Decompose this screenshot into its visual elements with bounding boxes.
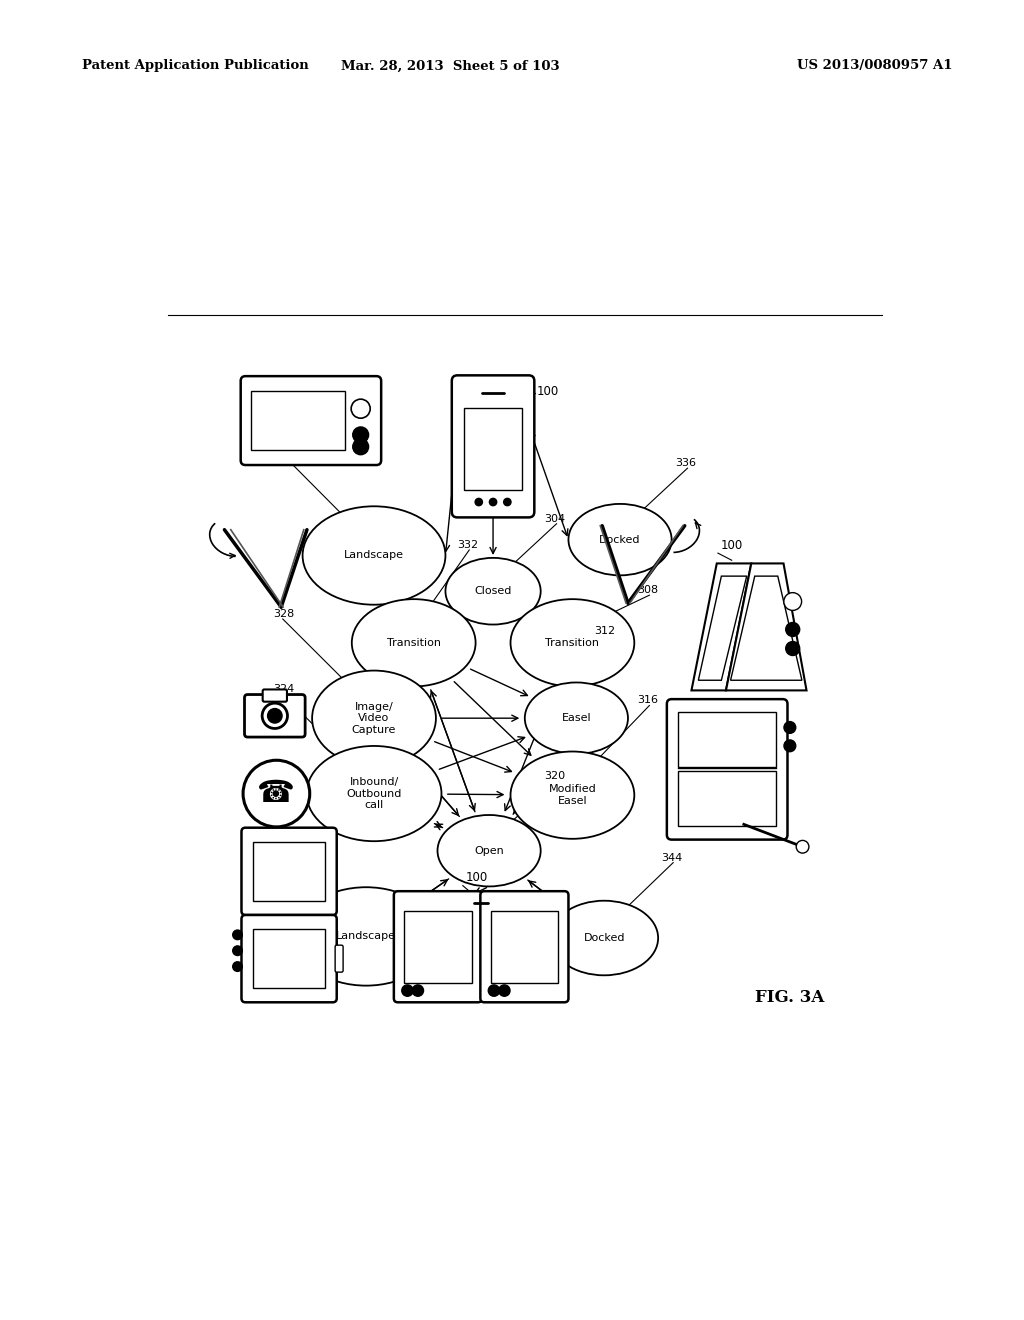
- Ellipse shape: [550, 900, 658, 975]
- Circle shape: [243, 760, 309, 826]
- Text: Transition: Transition: [546, 638, 599, 648]
- Ellipse shape: [306, 746, 441, 841]
- Text: 324: 324: [273, 684, 295, 694]
- Bar: [465, 408, 521, 490]
- Text: 312: 312: [594, 627, 615, 636]
- Circle shape: [785, 642, 800, 656]
- Ellipse shape: [524, 682, 628, 754]
- Bar: [490, 911, 558, 983]
- Polygon shape: [698, 576, 746, 680]
- Bar: [678, 711, 776, 767]
- Circle shape: [783, 593, 802, 610]
- Circle shape: [262, 704, 288, 729]
- Circle shape: [504, 499, 511, 506]
- FancyBboxPatch shape: [245, 694, 305, 737]
- Circle shape: [488, 985, 500, 997]
- Circle shape: [413, 985, 424, 997]
- Circle shape: [232, 946, 243, 956]
- Ellipse shape: [437, 814, 541, 887]
- Text: US 2013/0080957 A1: US 2013/0080957 A1: [797, 59, 952, 73]
- Circle shape: [232, 931, 243, 940]
- Text: Open: Open: [474, 846, 504, 855]
- Circle shape: [784, 722, 796, 734]
- Circle shape: [401, 985, 413, 997]
- Bar: [253, 929, 325, 987]
- Circle shape: [785, 623, 800, 636]
- Ellipse shape: [511, 599, 634, 686]
- Circle shape: [784, 741, 796, 751]
- Bar: [251, 391, 345, 450]
- FancyBboxPatch shape: [263, 689, 287, 702]
- Bar: [253, 842, 325, 900]
- FancyBboxPatch shape: [394, 891, 482, 1002]
- Circle shape: [489, 499, 497, 506]
- Text: Mar. 28, 2013  Sheet 5 of 103: Mar. 28, 2013 Sheet 5 of 103: [341, 59, 560, 73]
- Text: 320: 320: [545, 771, 566, 781]
- Text: Docked: Docked: [599, 535, 641, 545]
- Text: ☎: ☎: [257, 779, 295, 808]
- Circle shape: [232, 962, 243, 972]
- FancyBboxPatch shape: [452, 375, 535, 517]
- Text: Landscape: Landscape: [344, 550, 404, 561]
- Text: 100: 100: [537, 385, 559, 397]
- Circle shape: [267, 709, 282, 723]
- Text: 308: 308: [638, 585, 658, 595]
- Ellipse shape: [312, 671, 436, 766]
- Polygon shape: [691, 564, 752, 690]
- FancyBboxPatch shape: [242, 915, 337, 1002]
- Ellipse shape: [295, 887, 437, 986]
- Ellipse shape: [511, 751, 634, 838]
- Polygon shape: [726, 564, 807, 690]
- Circle shape: [352, 426, 369, 442]
- FancyBboxPatch shape: [241, 376, 381, 465]
- Text: 336: 336: [676, 458, 696, 469]
- Ellipse shape: [568, 504, 672, 576]
- Bar: [678, 771, 776, 826]
- Polygon shape: [730, 576, 802, 680]
- Text: Landscape: Landscape: [336, 932, 396, 941]
- Text: Inbound/
Outbound
call: Inbound/ Outbound call: [346, 777, 401, 810]
- Text: Modified
Easel: Modified Easel: [549, 784, 596, 807]
- Ellipse shape: [303, 507, 445, 605]
- Text: 340: 340: [273, 445, 295, 454]
- FancyBboxPatch shape: [335, 945, 343, 972]
- Text: Patent Application Publication: Patent Application Publication: [82, 59, 308, 73]
- Text: Docked: Docked: [584, 933, 625, 942]
- Circle shape: [352, 438, 369, 454]
- FancyBboxPatch shape: [242, 828, 337, 915]
- Circle shape: [475, 499, 482, 506]
- Circle shape: [351, 399, 371, 418]
- Bar: [404, 911, 472, 983]
- Text: 316: 316: [638, 696, 658, 705]
- Text: 304: 304: [545, 513, 566, 524]
- Text: FIG. 3A: FIG. 3A: [755, 989, 824, 1006]
- Text: 328: 328: [273, 609, 295, 619]
- Text: Closed: Closed: [474, 586, 512, 597]
- Text: 344: 344: [662, 853, 683, 862]
- Text: 100: 100: [466, 871, 488, 884]
- Circle shape: [797, 841, 809, 853]
- Ellipse shape: [352, 599, 475, 686]
- Text: 332: 332: [458, 540, 478, 550]
- Text: 100: 100: [720, 539, 742, 552]
- Text: Easel: Easel: [561, 713, 591, 723]
- FancyBboxPatch shape: [667, 700, 787, 840]
- Circle shape: [499, 985, 510, 997]
- Ellipse shape: [445, 558, 541, 624]
- Text: 348: 348: [265, 825, 287, 836]
- FancyBboxPatch shape: [480, 891, 568, 1002]
- Text: Transition: Transition: [387, 638, 440, 648]
- Text: Image/
Video
Capture: Image/ Video Capture: [352, 702, 396, 735]
